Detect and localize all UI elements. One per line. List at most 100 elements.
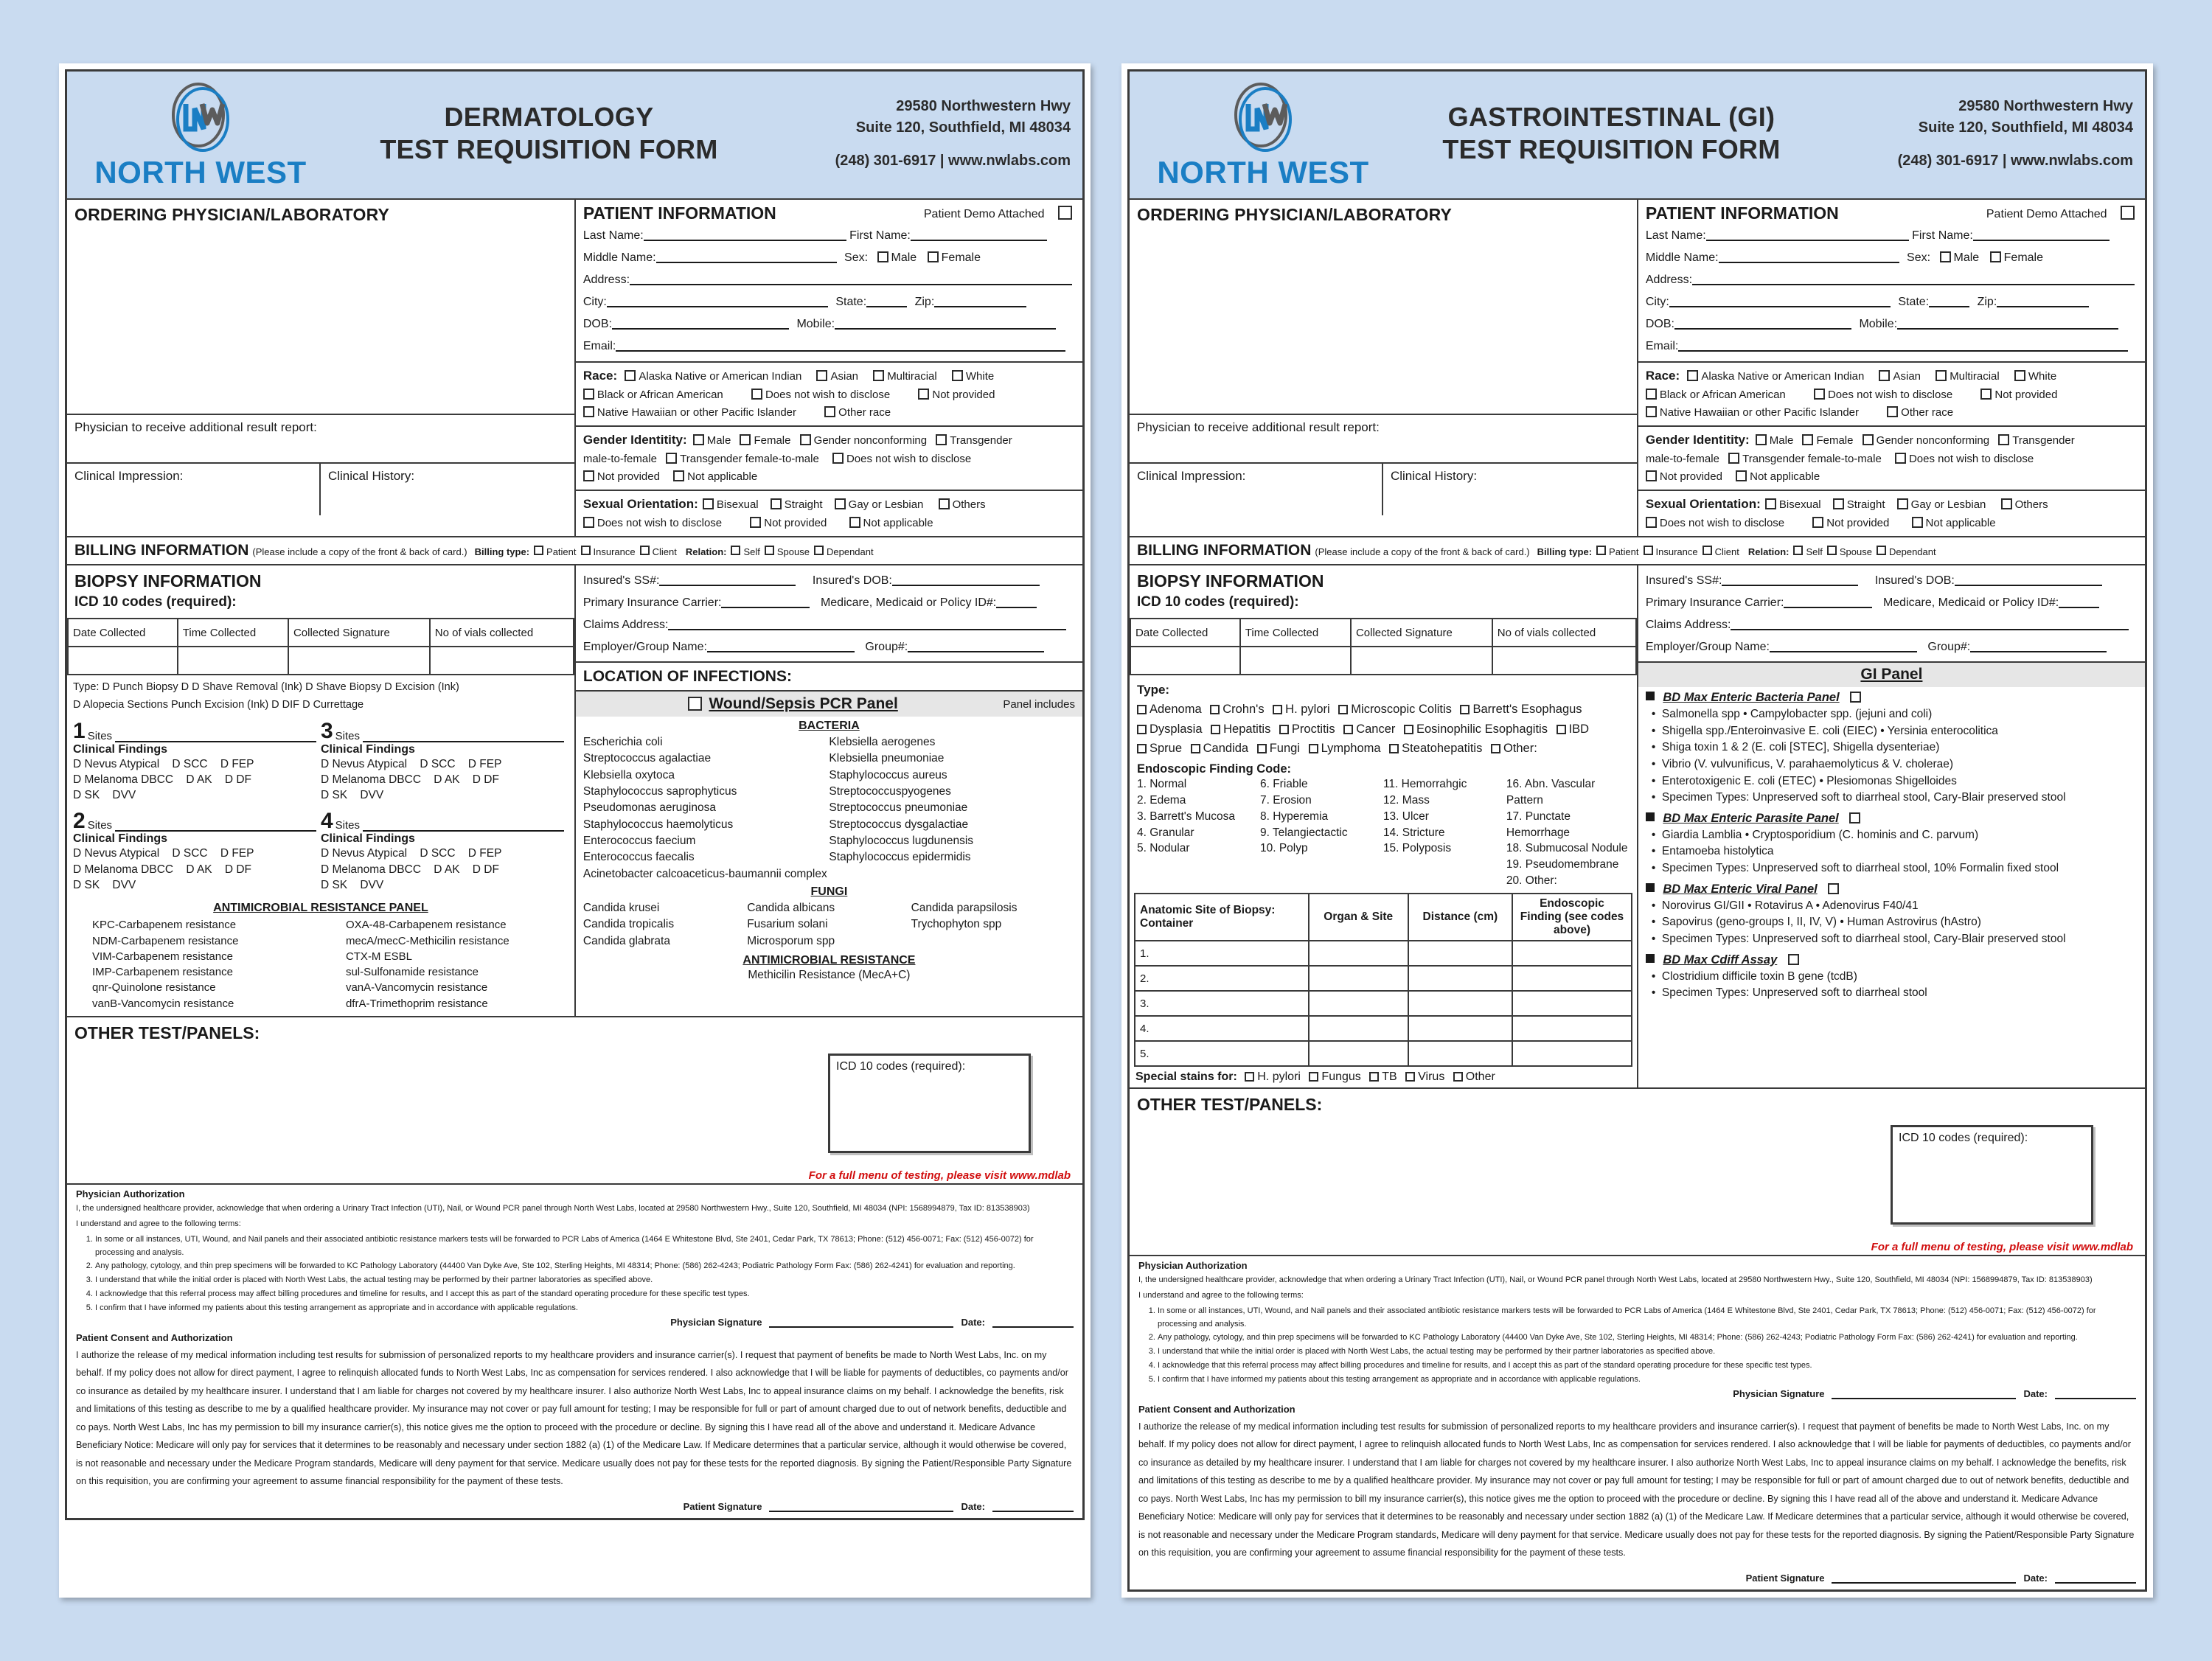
race-checkbox-0[interactable] (625, 370, 636, 381)
mobile-input[interactable] (835, 328, 1057, 330)
gender-checkbox-7[interactable] (1736, 470, 1747, 481)
race-checkbox-8[interactable] (824, 405, 836, 417)
orientation-checkbox-0[interactable] (1764, 498, 1776, 510)
group-number-input[interactable] (1970, 651, 2107, 653)
billing-type-checkbox-1[interactable] (580, 546, 591, 556)
orientation-checkbox-6[interactable] (1911, 516, 1923, 528)
race-checkbox-7[interactable] (582, 405, 594, 417)
clinical-impression-field[interactable]: Clinical Impression: (1130, 464, 1383, 515)
insured-ss-input[interactable] (659, 585, 796, 587)
amr-item[interactable]: sul-Sulfonamide resistance (345, 966, 479, 979)
policy-id-input[interactable] (2059, 607, 2100, 609)
sex-female-checkbox[interactable] (927, 251, 939, 262)
findings-4-row2[interactable]: D Melanoma DBCC D AK D DF (320, 863, 499, 876)
orientation-checkbox-0[interactable] (702, 498, 714, 510)
cell-collected-signature[interactable] (287, 646, 431, 676)
insured-ss-input[interactable] (1722, 585, 1859, 587)
cell-vials[interactable] (428, 646, 574, 676)
cell-finding-1[interactable] (1512, 940, 1632, 967)
bacteria-item[interactable]: Streptococcus pneumoniae (829, 801, 968, 815)
city-input[interactable] (606, 306, 828, 307)
row-label-1[interactable]: 1. (1134, 940, 1310, 967)
patient-signature-input[interactable] (1832, 1573, 2017, 1584)
findings-2-row2[interactable]: D Melanoma DBCC D AK D DF (73, 863, 252, 876)
amr-item[interactable]: mecA/mecC-Methicilin resistance (345, 934, 509, 947)
primary-carrier-input[interactable] (721, 607, 810, 609)
gi-subpanel-checkbox-viral[interactable] (1828, 882, 1840, 894)
amr-item[interactable]: dfrA-Trimethoprim resistance (345, 997, 488, 1010)
stain-checkbox-3[interactable] (1405, 1072, 1416, 1082)
cell-date-collected[interactable] (1130, 646, 1241, 676)
gi-type-checkbox-8[interactable] (1343, 724, 1354, 734)
cell-distance-5[interactable] (1407, 1040, 1514, 1068)
orientation-checkbox-3[interactable] (938, 498, 950, 510)
gender-checkbox-6[interactable] (1645, 470, 1657, 481)
city-input[interactable] (1669, 306, 1891, 307)
physician-date-input[interactable] (992, 1317, 1074, 1328)
bacteria-item[interactable]: Enterococcus faecium (582, 834, 696, 847)
amr-item[interactable]: CTX-M ESBL (345, 950, 412, 963)
ordering-physician-box[interactable]: ORDERING PHYSICIAN/LABORATORY (67, 200, 574, 414)
gi-type-checkbox-5[interactable] (1137, 724, 1147, 734)
zip-input[interactable] (1997, 306, 2090, 307)
gi-type-checkbox-4[interactable] (1460, 705, 1470, 715)
sex-male-checkbox[interactable] (1939, 251, 1951, 262)
race-checkbox-8[interactable] (1887, 405, 1899, 417)
amr-item[interactable]: VIM-Carbapenem resistance (92, 950, 233, 963)
dob-input[interactable] (612, 328, 789, 330)
bacteria-item-wide[interactable]: Acinetobacter calcoaceticus-baumannii co… (582, 867, 827, 880)
clinical-history-field[interactable]: Clinical History: (1383, 464, 1637, 515)
last-name-input[interactable] (1705, 240, 1909, 241)
orientation-checkbox-3[interactable] (2000, 498, 2012, 510)
row-label-4[interactable]: 4. (1134, 1015, 1310, 1042)
claims-address-input[interactable] (1731, 629, 2129, 631)
patient-date-input[interactable] (2055, 1573, 2136, 1584)
gender-checkbox-2[interactable] (1862, 434, 1874, 446)
fungi-item[interactable]: Candida albicans (747, 901, 835, 914)
fungi-item[interactable]: Microsporum spp (747, 934, 835, 947)
gi-type-checkbox-10[interactable] (1556, 724, 1566, 734)
gi-type-checkbox-6[interactable] (1211, 724, 1221, 734)
row-label-5[interactable]: 5. (1134, 1040, 1310, 1068)
bacteria-item[interactable]: Streptococcus agalactiae (582, 752, 712, 765)
email-input[interactable] (1678, 350, 2129, 352)
orientation-checkbox-4[interactable] (1645, 516, 1657, 528)
claims-address-input[interactable] (668, 629, 1067, 631)
address-input[interactable] (1692, 284, 2135, 285)
billing-type-checkbox-2[interactable] (639, 546, 650, 556)
race-checkbox-6[interactable] (1980, 388, 1992, 400)
gi-type-checkbox-9[interactable] (1404, 724, 1413, 734)
relation-checkbox-2[interactable] (1876, 546, 1886, 556)
bacteria-item[interactable]: Enterococcus faecalis (582, 851, 695, 864)
relation-checkbox-0[interactable] (1793, 546, 1804, 556)
address-input[interactable] (630, 284, 1073, 285)
gender-checkbox-4[interactable] (666, 452, 678, 464)
other-tests-area[interactable]: ICD 10 codes (required): For a full menu… (1130, 1115, 2145, 1255)
bacteria-item[interactable]: Streptococcuspyogenes (829, 785, 951, 798)
relation-checkbox-2[interactable] (813, 546, 824, 556)
gi-type-checkbox-13[interactable] (1256, 744, 1267, 754)
sex-male-checkbox[interactable] (877, 251, 888, 262)
cell-vials[interactable] (1491, 646, 1637, 676)
relation-checkbox-1[interactable] (764, 546, 774, 556)
patient-demo-attached-checkbox[interactable] (2120, 206, 2135, 220)
amr-item[interactable]: qnr-Quinolone resistance (92, 981, 216, 995)
bacteria-item[interactable]: Staphylococcus haemolyticus (582, 818, 734, 831)
race-checkbox-4[interactable] (1645, 388, 1657, 400)
gender-checkbox-5[interactable] (1894, 452, 1906, 464)
bacteria-item[interactable]: Klebsiella pneumoniae (829, 752, 945, 765)
insured-dob-input[interactable] (891, 585, 1040, 587)
insured-dob-input[interactable] (1954, 585, 2102, 587)
cell-finding-3[interactable] (1512, 990, 1632, 1017)
bacteria-item[interactable]: Escherichia coli (582, 736, 663, 749)
clinical-impression-field[interactable]: Clinical Impression: (67, 464, 321, 515)
cell-organ-1[interactable] (1307, 940, 1409, 967)
site-input-2[interactable] (115, 818, 316, 832)
findings-2-row3[interactable]: D SK DVV (73, 878, 136, 891)
gi-type-checkbox-15[interactable] (1389, 744, 1399, 754)
site-input-4[interactable] (362, 818, 564, 832)
gi-type-checkbox-12[interactable] (1190, 744, 1200, 754)
employer-input[interactable] (1769, 651, 1917, 653)
amr-item[interactable]: vanA-Vancomycin resistance (345, 981, 488, 995)
mobile-input[interactable] (1897, 328, 2119, 330)
